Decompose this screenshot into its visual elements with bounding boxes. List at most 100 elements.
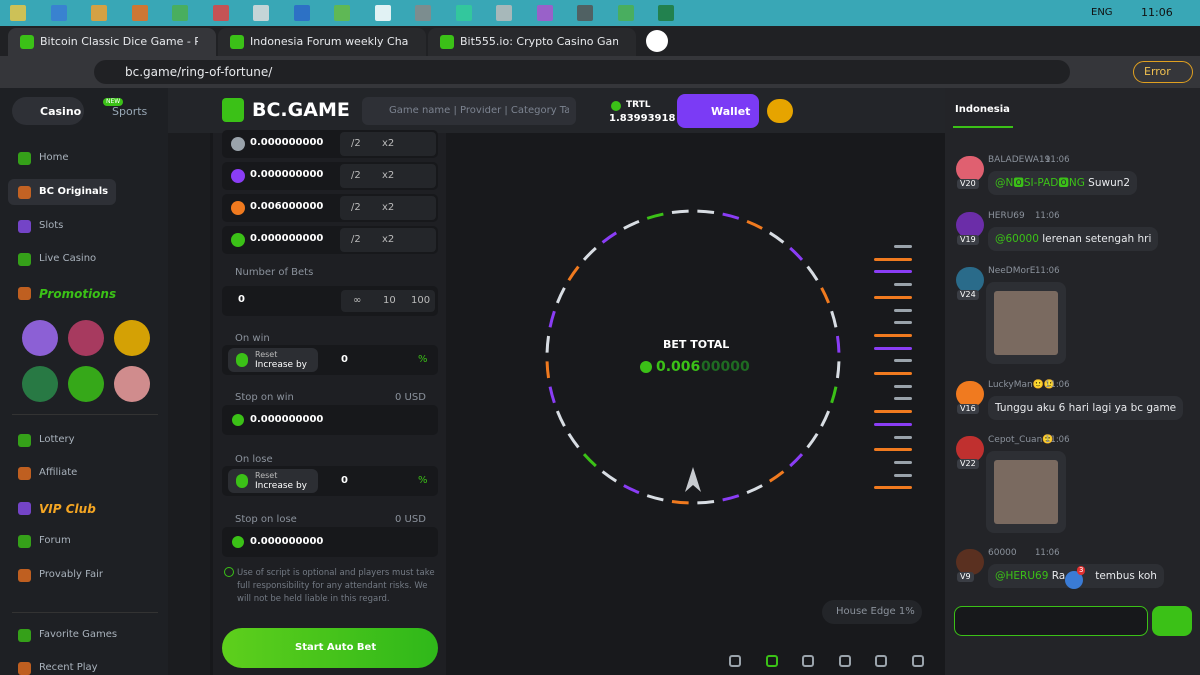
taskbar	[0, 0, 1200, 26]
stop-value[interactable]: 0.000000000	[250, 536, 324, 547]
side-icon	[18, 287, 31, 300]
new-tab-button[interactable]	[646, 30, 668, 52]
tab-title[interactable]: Bitcoin Classic Dice Game - Play I	[40, 36, 198, 47]
double-button[interactable]: x2	[382, 138, 395, 149]
sidebar-item[interactable]: Recent Play	[39, 662, 98, 673]
color-dot	[231, 137, 245, 151]
error-button[interactable]	[1133, 61, 1193, 83]
sidebar-item[interactable]: Forum	[39, 535, 71, 546]
history-bar	[894, 473, 912, 477]
toolbar-icon[interactable]	[729, 655, 741, 667]
ring-segment	[820, 287, 831, 304]
chat-input[interactable]	[954, 606, 1148, 636]
ring-segment	[567, 432, 580, 449]
toolbar-icon[interactable]	[839, 655, 851, 667]
history-bar	[874, 448, 912, 452]
double-button[interactable]: x2	[382, 202, 395, 213]
ring-segment	[746, 484, 763, 495]
btn-bg	[340, 196, 436, 220]
percent-value[interactable]: 0	[341, 354, 348, 365]
side-icon	[18, 220, 31, 233]
chat-user: BALADEWA19	[988, 155, 1051, 165]
send-button[interactable]	[1152, 606, 1192, 636]
mention: @HERU69	[995, 570, 1049, 582]
ring-segment	[830, 310, 838, 328]
history-bar	[874, 270, 912, 274]
bet-option[interactable]: ∞	[353, 295, 362, 306]
side-icon	[18, 152, 31, 165]
percent-value[interactable]: 0	[341, 475, 348, 486]
double-button[interactable]: x2	[382, 234, 395, 245]
tab[interactable]	[218, 28, 426, 56]
stop-value[interactable]: 0.000000000	[250, 414, 324, 425]
game-area	[446, 133, 945, 675]
address[interactable]: bc.game/ring-of-fortune/	[125, 65, 273, 79]
sidebar-item[interactable]: Slots	[39, 220, 64, 231]
reset-label: Reset	[255, 471, 278, 480]
half-button[interactable]: /2	[351, 170, 361, 181]
sports-label[interactable]: Sports	[112, 105, 148, 118]
half-button[interactable]: /2	[351, 234, 361, 245]
chat-bubble: @60000 lerenan setengah hri	[988, 227, 1159, 251]
chat-bubble: Tunggu aku 6 hari lagi ya bc game	[988, 396, 1184, 420]
tab[interactable]	[8, 28, 216, 56]
half-button[interactable]: /2	[351, 202, 361, 213]
ring-segment	[806, 265, 819, 282]
history-bar	[874, 257, 912, 261]
history-bar	[874, 422, 912, 426]
start-button[interactable]	[222, 628, 438, 668]
tab-title[interactable]: Bit555.io: Crypto Casino Games &	[460, 36, 618, 47]
language: ENG	[1091, 7, 1113, 18]
ring-segment	[548, 310, 556, 328]
side-icon	[18, 535, 31, 548]
toolbar-icon[interactable]	[912, 655, 924, 667]
toolbar-icon[interactable]	[766, 655, 778, 667]
label: Stop on win	[235, 392, 294, 403]
btn-bg	[340, 164, 436, 188]
sidebar-item[interactable]: Live Casino	[39, 253, 97, 264]
wallet-button[interactable]	[677, 94, 759, 128]
sidebar-item[interactable]: Promotions	[39, 287, 117, 301]
bet-option[interactable]: 10	[383, 295, 396, 306]
bet-total-bright: 0.006	[656, 359, 701, 375]
ring-segment	[555, 410, 566, 427]
chat-time: 11:06	[1045, 155, 1070, 165]
ring-segment	[623, 219, 640, 230]
toggle-knob	[236, 353, 248, 367]
sidebar-item[interactable]: Affiliate	[39, 467, 78, 478]
coin	[232, 536, 244, 548]
casino-button[interactable]	[12, 97, 84, 125]
tab[interactable]	[428, 28, 636, 56]
double-button[interactable]: x2	[382, 170, 395, 181]
tab-title[interactable]: Indonesia Forum weekly Challeng	[250, 36, 408, 47]
search-box[interactable]	[362, 97, 576, 125]
house-edge[interactable]	[822, 600, 922, 624]
ring-segment	[835, 361, 841, 379]
sidebar-item[interactable]: Favorite Games	[39, 629, 118, 640]
bet-amount: 0.000000000	[250, 233, 324, 244]
toolbar-icon[interactable]	[802, 655, 814, 667]
omnibox[interactable]	[94, 60, 1070, 84]
sidebar-item[interactable]: Lottery	[39, 434, 75, 445]
sidebar-item[interactable]: BC Originals	[39, 186, 109, 197]
tag-icon[interactable]	[1065, 571, 1083, 589]
bet-panel	[213, 133, 446, 675]
toolbar-icon[interactable]	[875, 655, 887, 667]
level-badge: V20	[957, 179, 979, 189]
sidebar-item[interactable]: VIP Club	[39, 502, 96, 516]
chat-avatar	[956, 549, 984, 575]
sidebar-item[interactable]: Provably Fair	[39, 569, 103, 580]
chat-user: NeeDMorE	[988, 266, 1036, 276]
bet-option[interactable]: 100	[411, 295, 431, 306]
game-shortcut	[114, 320, 150, 356]
sidebar-item[interactable]: Home	[39, 152, 69, 163]
history-bar	[894, 359, 912, 363]
toggle-knob	[236, 474, 248, 488]
half-button[interactable]: /2	[351, 138, 361, 149]
number-of-bets[interactable]: 0	[238, 294, 245, 305]
start-label: Start Auto Bet	[295, 642, 377, 653]
chat-avatar	[956, 267, 984, 293]
logo: BC.GAME	[252, 99, 350, 121]
chat-time: 11:06	[1035, 211, 1060, 221]
stop-unit: 0 USD	[395, 392, 426, 403]
